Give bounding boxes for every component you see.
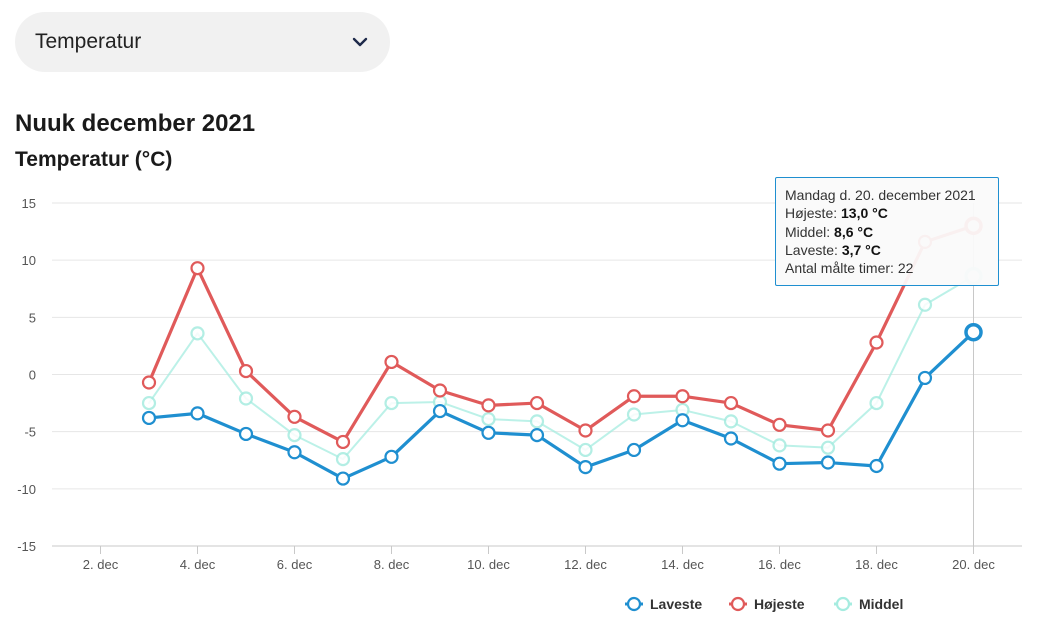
data-point-middel[interactable] [578,442,593,458]
data-point-laveste[interactable] [964,322,983,342]
data-point-laveste[interactable] [287,445,302,460]
data-point-middel[interactable] [917,297,933,312]
tooltip-mid-label: Middel: [785,223,835,240]
y-tick-label: -15 [17,539,36,554]
x-tick-label: 8. dec [374,557,410,572]
x-tick-label: 12. dec [564,557,607,572]
data-point-højeste[interactable] [481,398,496,413]
data-point-højeste[interactable] [723,395,739,411]
legend-marker [835,596,851,612]
data-point-højeste[interactable] [190,261,205,276]
data-point-middel[interactable] [723,414,739,429]
dropdown-selected-label: Temperatur [35,30,142,53]
data-point-middel[interactable] [869,395,884,411]
data-point-middel[interactable] [287,427,302,443]
data-point-middel[interactable] [481,411,496,427]
data-point-laveste[interactable] [578,460,593,475]
y-tick-label: -5 [24,425,36,440]
tooltip-date: Mandag d. 20. december 2021 [785,187,976,203]
data-point-laveste[interactable] [432,403,448,419]
parameter-dropdown[interactable]: Temperatur [15,12,390,72]
data-point-middel[interactable] [141,395,157,411]
data-point-højeste[interactable] [529,395,545,411]
tooltip-mid-value: 8,6 °C [834,223,874,240]
data-point-laveste[interactable] [917,370,933,386]
data-point-højeste[interactable] [578,423,593,438]
chart-tooltip: Mandag d. 20. december 2021 Højeste: 13,… [775,177,999,287]
page-title: Nuuk december 2021 [15,110,256,137]
data-point-laveste[interactable] [675,413,690,428]
legend-marker [730,596,746,612]
y-tick-label: 5 [29,310,36,325]
data-point-middel[interactable] [238,391,254,406]
data-point-højeste[interactable] [335,434,351,450]
tooltip-high-value: 13,0 °C [841,205,888,222]
tooltip-low-row: Laveste: 3,7 °C [785,241,989,259]
series-line-middel [148,275,975,461]
data-point-middel[interactable] [626,407,642,422]
chart-subtitle: Temperatur (°C) [15,148,173,171]
tooltip-mid-row: Middel: 8,6 °C [785,223,989,241]
data-point-laveste[interactable] [772,456,787,471]
data-point-laveste[interactable] [820,455,836,470]
tooltip-low-value: 3,7 °C [841,241,881,258]
data-point-middel[interactable] [772,438,787,453]
data-point-højeste[interactable] [384,354,399,370]
x-tick-label: 18. dec [855,557,898,572]
x-tick-label: 4. dec [180,557,216,572]
data-point-laveste[interactable] [141,410,157,426]
data-point-højeste[interactable] [675,389,690,404]
y-tick-label: 15 [22,196,36,211]
tooltip-hours-row: Antal målte timer: 22 [785,259,989,277]
data-point-laveste[interactable] [869,458,884,474]
y-tick-label: 0 [29,368,36,383]
data-point-middel[interactable] [820,440,836,455]
legend-item-højeste[interactable]: Højeste [754,596,805,612]
y-tick-label: 10 [22,253,36,268]
data-point-højeste[interactable] [869,335,884,350]
tooltip-hours-value: 22 [897,260,914,277]
x-tick-label: 2. dec [83,557,119,572]
x-tick-label: 14. dec [661,557,704,572]
data-point-højeste[interactable] [626,389,642,404]
legend-item-middel[interactable]: Middel [859,596,903,612]
data-point-middel[interactable] [384,395,399,411]
data-point-middel[interactable] [190,326,205,341]
data-point-højeste[interactable] [141,375,157,390]
legend-marker [626,596,642,612]
data-point-laveste[interactable] [529,427,545,443]
x-tick-label: 20. dec [952,557,995,572]
x-tick-label: 16. dec [758,557,801,572]
data-point-middel[interactable] [529,414,545,429]
data-point-laveste[interactable] [723,431,739,446]
data-point-laveste[interactable] [238,426,254,442]
y-tick-label: -10 [17,482,36,497]
series-line-laveste [147,330,976,481]
data-point-laveste[interactable] [384,449,399,464]
x-tick-label: 10. dec [467,557,510,572]
tooltip-low-label: Laveste: [785,241,842,258]
chevron-down-icon [352,37,368,47]
x-tick-label: 6. dec [277,557,313,572]
tooltip-high-row: Højeste: 13,0 °C [785,204,989,222]
legend-item-laveste[interactable]: Laveste [650,596,702,612]
data-point-laveste[interactable] [481,425,496,440]
data-point-laveste[interactable] [335,471,351,486]
data-point-højeste[interactable] [820,423,836,438]
tooltip-hours-label: Antal målte timer: [785,260,898,277]
data-point-laveste[interactable] [626,442,642,458]
series-line-højeste [147,224,976,444]
data-point-middel[interactable] [335,452,351,467]
data-point-højeste[interactable] [238,363,254,379]
data-point-laveste[interactable] [190,406,205,421]
data-point-højeste[interactable] [772,417,787,432]
data-point-højeste[interactable] [432,383,448,398]
tooltip-high-label: Højeste: [785,205,842,222]
data-point-højeste[interactable] [287,409,302,424]
